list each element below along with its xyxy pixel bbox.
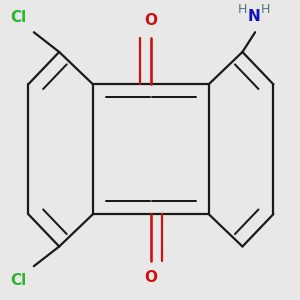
Text: H: H xyxy=(238,3,247,16)
Text: Cl: Cl xyxy=(11,10,27,25)
Text: Cl: Cl xyxy=(11,273,27,288)
Text: H: H xyxy=(260,3,270,16)
Text: O: O xyxy=(144,13,157,28)
Text: O: O xyxy=(144,270,157,285)
Text: N: N xyxy=(247,9,260,24)
